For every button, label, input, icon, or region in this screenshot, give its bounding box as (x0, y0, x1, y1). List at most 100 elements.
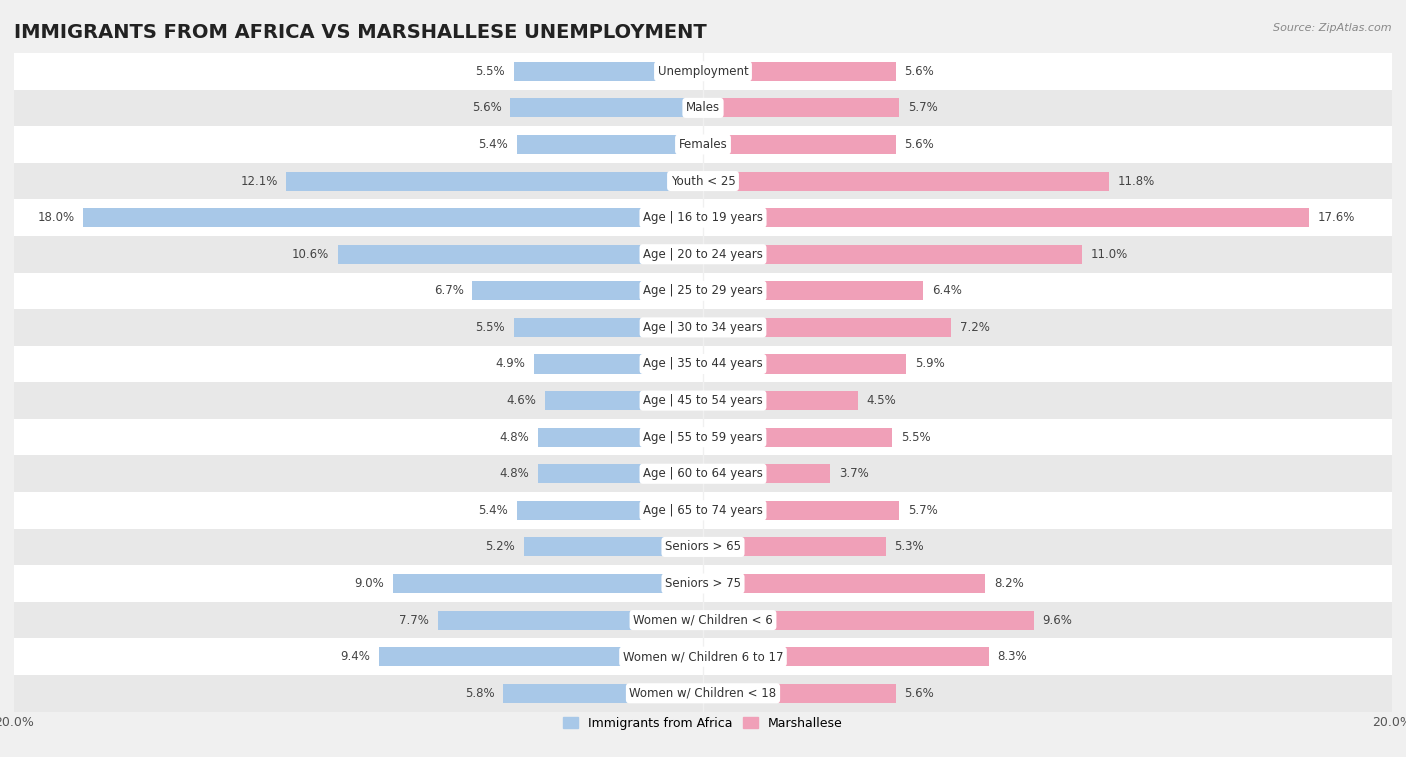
Text: IMMIGRANTS FROM AFRICA VS MARSHALLESE UNEMPLOYMENT: IMMIGRANTS FROM AFRICA VS MARSHALLESE UN… (14, 23, 707, 42)
Bar (703, 354, 907, 373)
Bar (524, 537, 703, 556)
Text: 4.6%: 4.6% (506, 394, 536, 407)
Bar (14, 273, 1392, 309)
Bar (703, 282, 924, 301)
Bar (703, 98, 900, 117)
Bar (14, 53, 1392, 89)
Bar (703, 391, 858, 410)
Text: Unemployment: Unemployment (658, 65, 748, 78)
Text: 5.4%: 5.4% (478, 504, 509, 517)
Bar (14, 382, 1392, 419)
Bar (14, 602, 1392, 638)
Bar (287, 172, 703, 191)
Bar (703, 208, 1309, 227)
Text: 11.8%: 11.8% (1118, 175, 1156, 188)
Bar (703, 611, 1033, 630)
Bar (14, 456, 1392, 492)
Text: 6.7%: 6.7% (433, 285, 464, 298)
Text: Seniors > 65: Seniors > 65 (665, 540, 741, 553)
Legend: Immigrants from Africa, Marshallese: Immigrants from Africa, Marshallese (558, 712, 848, 735)
Text: 5.8%: 5.8% (465, 687, 495, 699)
Text: 11.0%: 11.0% (1091, 248, 1128, 260)
Text: 5.4%: 5.4% (478, 138, 509, 151)
Bar (503, 684, 703, 702)
Text: 7.2%: 7.2% (960, 321, 990, 334)
Bar (703, 135, 896, 154)
Text: Males: Males (686, 101, 720, 114)
Bar (534, 354, 703, 373)
Bar (437, 611, 703, 630)
Text: 10.6%: 10.6% (292, 248, 329, 260)
Bar (513, 318, 703, 337)
Text: Source: ZipAtlas.com: Source: ZipAtlas.com (1274, 23, 1392, 33)
Text: 17.6%: 17.6% (1317, 211, 1355, 224)
Text: Age | 25 to 29 years: Age | 25 to 29 years (643, 285, 763, 298)
Text: Age | 30 to 34 years: Age | 30 to 34 years (643, 321, 763, 334)
Bar (513, 62, 703, 81)
Text: 5.3%: 5.3% (894, 540, 924, 553)
Bar (703, 684, 896, 702)
Bar (472, 282, 703, 301)
Text: Women w/ Children < 18: Women w/ Children < 18 (630, 687, 776, 699)
Text: 4.5%: 4.5% (866, 394, 897, 407)
Text: 5.2%: 5.2% (485, 540, 515, 553)
Text: Age | 45 to 54 years: Age | 45 to 54 years (643, 394, 763, 407)
Bar (14, 199, 1392, 236)
Text: 5.7%: 5.7% (908, 504, 938, 517)
Bar (703, 318, 950, 337)
Text: 5.5%: 5.5% (901, 431, 931, 444)
Text: 5.9%: 5.9% (915, 357, 945, 370)
Bar (703, 574, 986, 593)
Bar (14, 528, 1392, 565)
Bar (14, 565, 1392, 602)
Text: Age | 60 to 64 years: Age | 60 to 64 years (643, 467, 763, 480)
Text: Age | 16 to 19 years: Age | 16 to 19 years (643, 211, 763, 224)
Bar (703, 464, 831, 483)
Bar (14, 236, 1392, 273)
Text: 7.7%: 7.7% (399, 614, 429, 627)
Text: 4.9%: 4.9% (496, 357, 526, 370)
Text: Age | 20 to 24 years: Age | 20 to 24 years (643, 248, 763, 260)
Text: 8.2%: 8.2% (994, 577, 1024, 590)
Text: 8.3%: 8.3% (997, 650, 1028, 663)
Text: 9.0%: 9.0% (354, 577, 384, 590)
Text: Age | 55 to 59 years: Age | 55 to 59 years (643, 431, 763, 444)
Bar (537, 428, 703, 447)
Text: 9.4%: 9.4% (340, 650, 371, 663)
Bar (337, 245, 703, 263)
Text: 5.6%: 5.6% (904, 687, 934, 699)
Bar (537, 464, 703, 483)
Bar (703, 245, 1083, 263)
Bar (14, 309, 1392, 346)
Text: Age | 35 to 44 years: Age | 35 to 44 years (643, 357, 763, 370)
Bar (14, 163, 1392, 199)
Bar (83, 208, 703, 227)
Bar (703, 428, 893, 447)
Text: 4.8%: 4.8% (499, 467, 529, 480)
Text: 5.7%: 5.7% (908, 101, 938, 114)
Bar (544, 391, 703, 410)
Bar (703, 647, 988, 666)
Bar (14, 346, 1392, 382)
Text: 9.6%: 9.6% (1042, 614, 1073, 627)
Bar (703, 62, 896, 81)
Text: Women w/ Children 6 to 17: Women w/ Children 6 to 17 (623, 650, 783, 663)
Text: Women w/ Children < 6: Women w/ Children < 6 (633, 614, 773, 627)
Text: Females: Females (679, 138, 727, 151)
Bar (14, 126, 1392, 163)
Text: 5.6%: 5.6% (904, 65, 934, 78)
Bar (14, 419, 1392, 456)
Bar (14, 492, 1392, 528)
Text: Seniors > 75: Seniors > 75 (665, 577, 741, 590)
Text: 5.6%: 5.6% (472, 101, 502, 114)
Bar (510, 98, 703, 117)
Bar (380, 647, 703, 666)
Text: 3.7%: 3.7% (839, 467, 869, 480)
Text: 18.0%: 18.0% (37, 211, 75, 224)
Bar (14, 638, 1392, 675)
Text: Youth < 25: Youth < 25 (671, 175, 735, 188)
Bar (14, 675, 1392, 712)
Bar (392, 574, 703, 593)
Bar (703, 537, 886, 556)
Text: 5.6%: 5.6% (904, 138, 934, 151)
